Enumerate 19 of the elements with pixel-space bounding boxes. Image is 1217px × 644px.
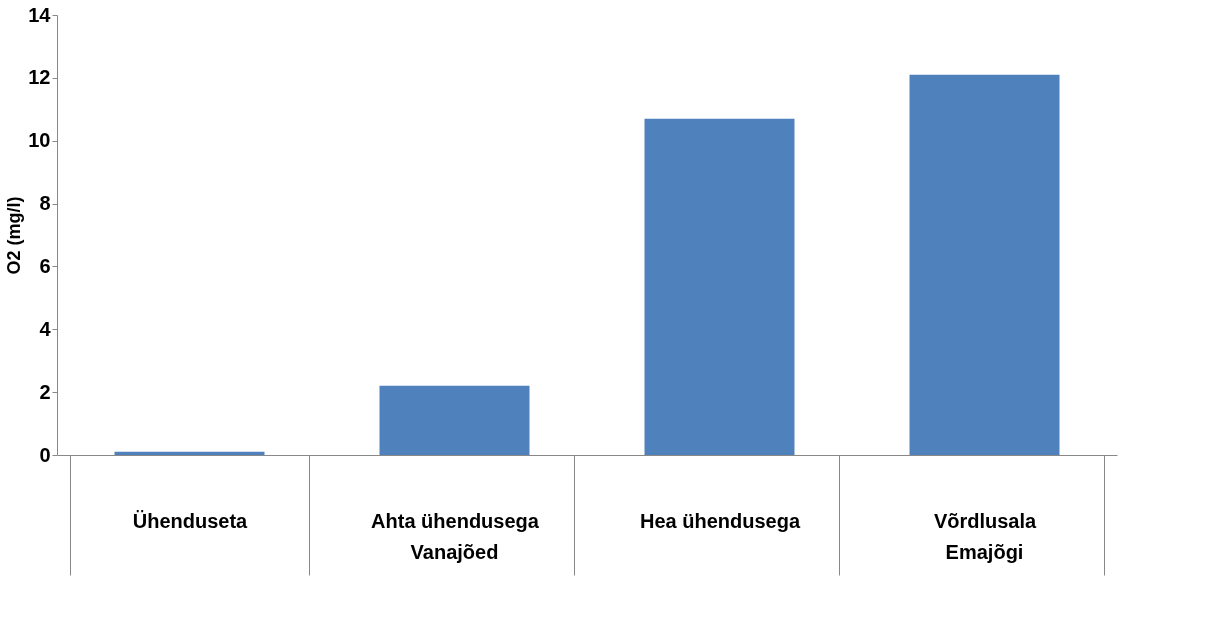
y-tick-label: 6 xyxy=(39,254,51,277)
x-tick-label: Võrdlusala xyxy=(933,509,1037,532)
bar xyxy=(644,118,795,455)
x-tick-label: Ahta ühendusega xyxy=(371,509,540,532)
text: Vanajõed xyxy=(410,541,499,563)
x-tick-label: Ühenduseta xyxy=(132,509,249,532)
bar xyxy=(379,385,530,455)
y-tick-label: 14 xyxy=(28,3,52,26)
y-tick-label: 0 xyxy=(39,443,51,466)
bar xyxy=(114,451,265,455)
x-tick-label: Hea ühendusega xyxy=(639,509,801,532)
y-tick-label: 4 xyxy=(39,317,52,340)
y-tick-label: 10 xyxy=(28,129,51,152)
text: Emajõgi xyxy=(945,541,1024,563)
y-tick-label: 8 xyxy=(39,192,51,215)
bar xyxy=(909,74,1060,455)
y-axis-title: O2 (mg/l) xyxy=(4,196,25,275)
y-tick-label: 2 xyxy=(39,380,51,403)
y-tick-label: 12 xyxy=(28,66,51,89)
